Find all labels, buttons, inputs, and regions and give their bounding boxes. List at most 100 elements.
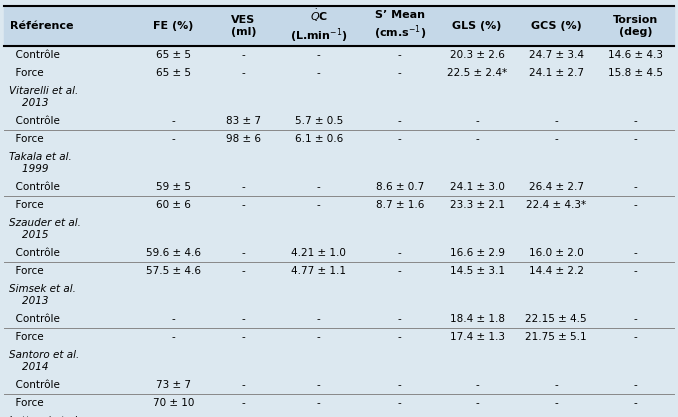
Text: -: -: [241, 380, 245, 390]
Text: -: -: [633, 314, 637, 324]
Text: 83 ± 7: 83 ± 7: [226, 116, 261, 126]
Text: 16.6 ± 2.9: 16.6 ± 2.9: [450, 248, 504, 258]
Text: 4.77 ± 1.1: 4.77 ± 1.1: [292, 266, 346, 276]
Text: Contrôle: Contrôle: [9, 314, 60, 324]
Text: -: -: [398, 248, 401, 258]
Text: S’ Mean
(cm.s$^{-1}$): S’ Mean (cm.s$^{-1}$): [374, 10, 426, 42]
Text: Santoro et al.
    2014: Santoro et al. 2014: [9, 350, 79, 372]
Text: -: -: [317, 332, 321, 342]
Text: -: -: [475, 134, 479, 144]
Text: -: -: [398, 398, 401, 408]
Text: 24.1 ± 3.0: 24.1 ± 3.0: [450, 182, 504, 192]
Text: Force: Force: [9, 200, 43, 210]
Text: -: -: [633, 266, 637, 276]
Text: Contrôle: Contrôle: [9, 50, 60, 60]
Text: Contrôle: Contrôle: [9, 248, 60, 258]
Text: 22.4 ± 4.3*: 22.4 ± 4.3*: [526, 200, 586, 210]
Text: Force: Force: [9, 398, 43, 408]
Text: FE (%): FE (%): [153, 21, 193, 31]
Text: GCS (%): GCS (%): [531, 21, 582, 31]
Text: -: -: [475, 380, 479, 390]
Text: Torsion
(deg): Torsion (deg): [613, 15, 658, 37]
Text: 23.3 ± 2.1: 23.3 ± 2.1: [450, 200, 504, 210]
Text: -: -: [317, 182, 321, 192]
Text: 24.1 ± 2.7: 24.1 ± 2.7: [529, 68, 584, 78]
Text: 5.7 ± 0.5: 5.7 ± 0.5: [295, 116, 343, 126]
Text: -: -: [555, 380, 558, 390]
Text: -: -: [633, 200, 637, 210]
Text: Contrôle: Contrôle: [9, 380, 60, 390]
Text: 57.5 ± 4.6: 57.5 ± 4.6: [146, 266, 201, 276]
Text: -: -: [633, 248, 637, 258]
Text: -: -: [241, 314, 245, 324]
Text: -: -: [241, 266, 245, 276]
Text: -: -: [172, 116, 175, 126]
Text: Takala et al.
    1999: Takala et al. 1999: [9, 152, 72, 174]
Text: -: -: [317, 380, 321, 390]
Text: -: -: [633, 134, 637, 144]
Text: 21.75 ± 5.1: 21.75 ± 5.1: [525, 332, 587, 342]
Text: -: -: [172, 314, 175, 324]
Text: 4.21 ± 1.0: 4.21 ± 1.0: [292, 248, 346, 258]
Text: 70 ± 10: 70 ± 10: [153, 398, 194, 408]
Text: Contrôle: Contrôle: [9, 182, 60, 192]
Text: -: -: [633, 380, 637, 390]
Text: -: -: [317, 68, 321, 78]
Text: Référence: Référence: [10, 21, 73, 31]
Text: 22.5 ± 2.4*: 22.5 ± 2.4*: [447, 68, 507, 78]
Text: Contrôle: Contrôle: [9, 116, 60, 126]
Text: 17.4 ± 1.3: 17.4 ± 1.3: [450, 332, 504, 342]
Text: 6.1 ± 0.6: 6.1 ± 0.6: [295, 134, 343, 144]
Text: -: -: [241, 50, 245, 60]
Text: 26.4 ± 2.7: 26.4 ± 2.7: [529, 182, 584, 192]
Text: Force: Force: [9, 266, 43, 276]
Text: -: -: [172, 332, 175, 342]
Text: Force: Force: [9, 134, 43, 144]
Text: -: -: [555, 116, 558, 126]
Text: -: -: [398, 266, 401, 276]
Text: -: -: [241, 68, 245, 78]
Text: $\dot{Q}$C
(L.min$^{-1}$): $\dot{Q}$C (L.min$^{-1}$): [290, 7, 348, 45]
Text: -: -: [317, 50, 321, 60]
Text: -: -: [317, 200, 321, 210]
Text: -: -: [633, 182, 637, 192]
Text: -: -: [633, 116, 637, 126]
Text: 14.6 ± 4.3: 14.6 ± 4.3: [608, 50, 663, 60]
Text: -: -: [241, 332, 245, 342]
Text: Force: Force: [9, 332, 43, 342]
Text: Force: Force: [9, 68, 43, 78]
Text: -: -: [398, 314, 401, 324]
Text: 22.15 ± 4.5: 22.15 ± 4.5: [525, 314, 587, 324]
Text: -: -: [475, 116, 479, 126]
Text: 8.6 ± 0.7: 8.6 ± 0.7: [376, 182, 424, 192]
Text: -: -: [241, 200, 245, 210]
Text: -: -: [398, 332, 401, 342]
Text: -: -: [633, 332, 637, 342]
Text: 24.7 ± 3.4: 24.7 ± 3.4: [529, 50, 584, 60]
Text: GLS (%): GLS (%): [452, 21, 502, 31]
Text: 18.4 ± 1.8: 18.4 ± 1.8: [450, 314, 504, 324]
Text: 14.4 ± 2.2: 14.4 ± 2.2: [529, 266, 584, 276]
Text: 98 ± 6: 98 ± 6: [226, 134, 261, 144]
Text: VES
(ml): VES (ml): [231, 15, 256, 37]
Text: Vitarelli et al.
    2013: Vitarelli et al. 2013: [9, 86, 78, 108]
Text: Lattanzi et al.
    1992: Lattanzi et al. 1992: [9, 416, 80, 417]
Text: -: -: [398, 116, 401, 126]
Text: -: -: [475, 398, 479, 408]
Text: -: -: [555, 134, 558, 144]
Text: 8.7 ± 1.6: 8.7 ± 1.6: [376, 200, 424, 210]
Text: -: -: [555, 398, 558, 408]
Text: 65 ± 5: 65 ± 5: [156, 68, 191, 78]
Text: 59 ± 5: 59 ± 5: [156, 182, 191, 192]
Text: -: -: [241, 182, 245, 192]
Text: -: -: [398, 134, 401, 144]
Text: -: -: [398, 68, 401, 78]
Text: -: -: [398, 380, 401, 390]
Text: -: -: [241, 248, 245, 258]
Text: 73 ± 7: 73 ± 7: [156, 380, 191, 390]
Bar: [4, 6, 674, 46]
Text: -: -: [398, 50, 401, 60]
Text: -: -: [317, 314, 321, 324]
Text: Simsek et al.
    2013: Simsek et al. 2013: [9, 284, 76, 306]
Text: 15.8 ± 4.5: 15.8 ± 4.5: [608, 68, 663, 78]
